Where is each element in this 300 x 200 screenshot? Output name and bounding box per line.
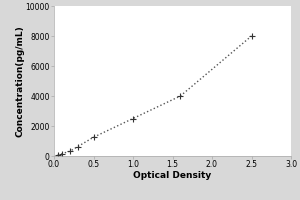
Y-axis label: Concentration(pg/mL): Concentration(pg/mL) [15, 25, 24, 137]
X-axis label: Optical Density: Optical Density [134, 171, 212, 180]
